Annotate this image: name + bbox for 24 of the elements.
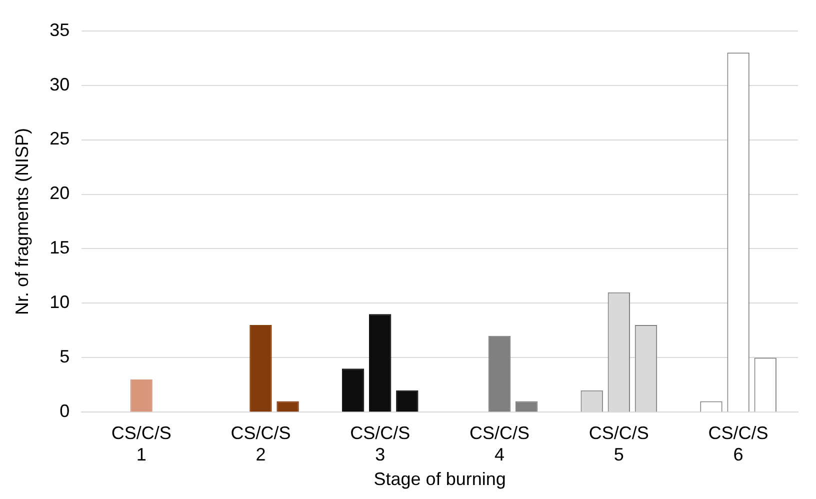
bar: [488, 336, 511, 412]
x-tick-label: CS/C/S 4: [470, 422, 530, 465]
bar: [250, 325, 272, 412]
x-tick-label: CS/C/S 1: [111, 422, 172, 465]
x-tick-label: CS/C/S 3: [350, 422, 410, 465]
x-tick-label: CS/C/S 2: [230, 422, 291, 465]
y-tick-label: 0: [60, 401, 70, 422]
x-tick-label: CS/C/S 5: [588, 422, 649, 465]
y-axis-title: Nr. of fragments (NISP): [12, 128, 32, 316]
bar: [396, 390, 418, 412]
y-tick-label: 10: [50, 292, 70, 312]
y-tick-label: 35: [50, 20, 70, 40]
bar: [276, 401, 299, 412]
x-axis-title: Stage of burning: [374, 469, 506, 490]
y-tick-label: 5: [60, 346, 70, 367]
y-tick-label: 20: [50, 183, 70, 204]
bar: [369, 314, 392, 412]
y-tick-label: 25: [50, 128, 70, 149]
bar: [342, 368, 364, 412]
bar: [515, 401, 538, 412]
bar: [130, 380, 152, 412]
y-tick-label: 15: [50, 238, 70, 258]
x-tick-label: CS/C/S 6: [708, 422, 768, 465]
y-tick-label: 30: [50, 74, 70, 94]
